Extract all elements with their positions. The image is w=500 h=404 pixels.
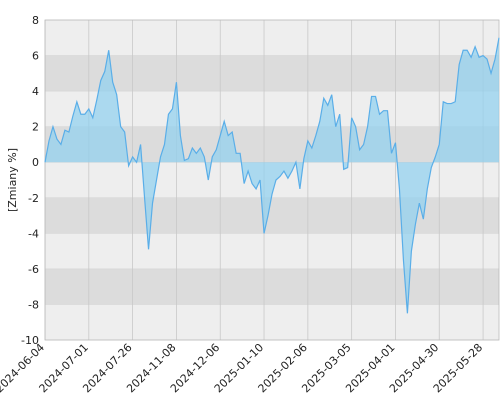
y-tick-label: 2 <box>32 121 39 134</box>
area <box>45 37 499 314</box>
band <box>45 268 499 305</box>
band <box>45 91 499 127</box>
y-tick-label: -6 <box>28 263 39 276</box>
line <box>44 37 500 314</box>
y-tick-label: -2 <box>28 192 39 205</box>
y-tick-label: -8 <box>28 298 39 311</box>
y-tick-label: 0 <box>32 156 39 169</box>
band <box>45 55 499 92</box>
band <box>45 233 499 269</box>
plot-border <box>44 19 500 341</box>
y-tick-label: 6 <box>32 50 39 63</box>
band <box>45 197 499 234</box>
y-axis-label: [Zmiany %] <box>6 148 19 212</box>
y-tick-label: 8 <box>32 14 39 27</box>
band <box>45 20 499 56</box>
y-tick-label: -10 <box>21 334 39 347</box>
y-tick-label: 4 <box>32 85 39 98</box>
band <box>45 304 499 340</box>
y-tick-label: -4 <box>28 227 39 240</box>
